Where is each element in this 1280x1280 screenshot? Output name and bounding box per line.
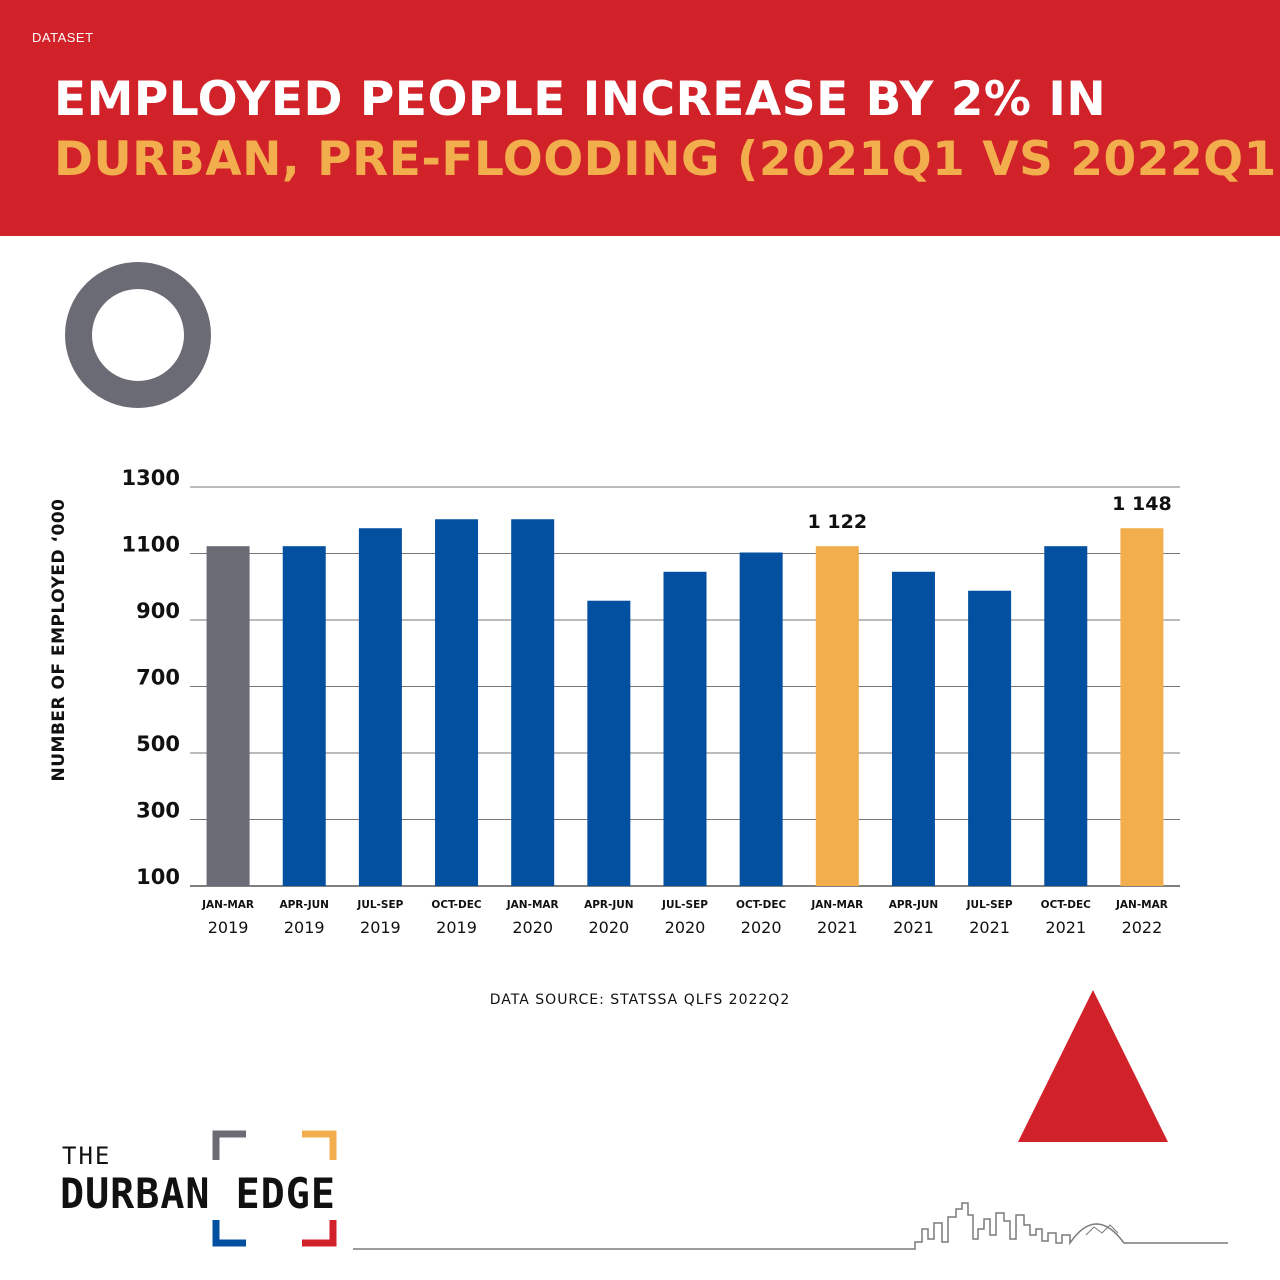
bar [358, 528, 402, 886]
x-tick-period-label: JAN-MAR [506, 899, 559, 911]
headline-line-1: EMPLOYED PEOPLE INCREASE BY 2% IN [54, 72, 1107, 127]
y-tick-label: 1300 [122, 466, 180, 490]
x-tick-period-label: OCT-DEC [736, 899, 786, 911]
bar [663, 571, 707, 886]
x-tick-year-label: 2021 [1045, 918, 1086, 937]
y-tick-label: 300 [136, 799, 180, 823]
y-tick-label: 700 [136, 666, 180, 690]
headline-line-2: DURBAN, PRE-FLOODING (2021Q1 VS 2022Q1) [54, 132, 1280, 187]
bar [815, 546, 859, 886]
bar [1044, 546, 1088, 886]
x-tick-period-label: JUL-SEP [356, 899, 403, 911]
x-tick-year-label: 2019 [436, 918, 477, 937]
x-tick-year-label: 2020 [588, 918, 629, 937]
x-tick-period-label: OCT-DEC [431, 899, 481, 911]
y-tick-label: 900 [136, 599, 180, 623]
bar [511, 519, 555, 886]
x-tick-year-label: 2021 [817, 918, 858, 937]
x-tick-period-label: APR-JUN [279, 899, 329, 911]
x-tick-year-label: 2019 [208, 918, 249, 937]
x-tick-year-label: 2022 [1122, 918, 1163, 937]
bar [739, 552, 783, 886]
bar [435, 519, 479, 886]
city-skyline-icon [353, 1202, 1228, 1250]
decorative-ring [65, 262, 211, 408]
x-tick-period-label: JAN-MAR [1115, 899, 1168, 911]
y-tick-label: 1100 [122, 533, 180, 557]
bar-data-label: 1 148 [1112, 493, 1172, 515]
title-banner: DATASET EMPLOYED PEOPLE INCREASE BY 2% I… [0, 0, 1280, 236]
x-tick-period-label: OCT-DEC [1041, 899, 1091, 911]
bar [206, 546, 250, 886]
y-tick-label: 100 [136, 865, 180, 889]
durban-edge-logo: THE DURBAN EDGE [60, 1130, 340, 1250]
bar [968, 590, 1012, 886]
x-tick-year-label: 2019 [360, 918, 401, 937]
logo-the-text: THE [62, 1142, 112, 1170]
x-tick-year-label: 2020 [741, 918, 782, 937]
x-tick-period-label: APR-JUN [889, 899, 939, 911]
x-tick-period-label: JUL-SEP [966, 899, 1013, 911]
bar [891, 571, 935, 886]
x-tick-period-label: JAN-MAR [810, 899, 863, 911]
bar-data-label: 1 122 [808, 511, 868, 533]
logo-brackets-icon [212, 1130, 337, 1247]
data-source-note: DATA SOURCE: STATSSA QLFS 2022Q2 [489, 992, 791, 1008]
x-tick-year-label: 2020 [665, 918, 706, 937]
decorative-triangle [1018, 990, 1168, 1142]
kicker-label: DATASET [32, 30, 94, 45]
x-tick-period-label: JUL-SEP [661, 899, 708, 911]
logo-name-text: DURBAN EDGE [60, 1170, 336, 1219]
bar [282, 546, 326, 886]
x-tick-year-label: 2019 [284, 918, 325, 937]
x-tick-period-label: JAN-MAR [201, 899, 254, 911]
x-tick-period-label: APR-JUN [584, 899, 634, 911]
bar [1120, 528, 1164, 886]
x-tick-year-label: 2021 [893, 918, 934, 937]
y-tick-label: 500 [136, 732, 180, 756]
employment-bar-chart: 1300 1100 900 700 500 300 100 JAN-MAR 2019 APR-JU… [122, 466, 1180, 937]
x-tick-year-label: 2020 [512, 918, 553, 937]
bar [587, 600, 631, 886]
x-tick-year-label: 2021 [969, 918, 1010, 937]
